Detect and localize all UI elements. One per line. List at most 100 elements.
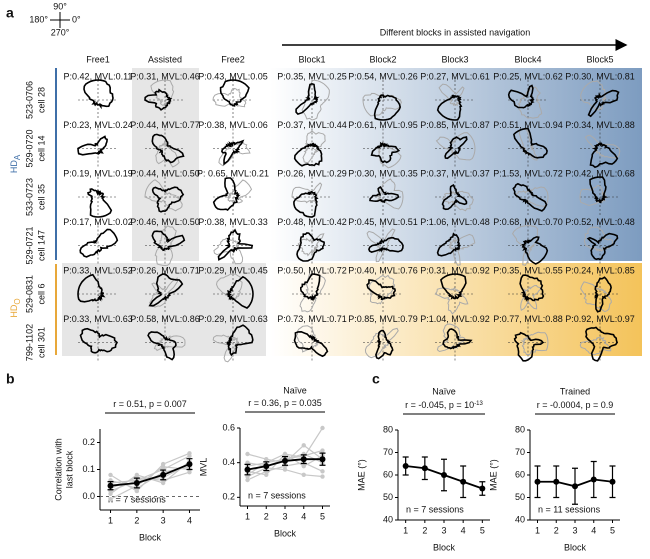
polar-reference [583, 226, 614, 252]
polar-plot [441, 184, 468, 211]
polar-plot [226, 324, 254, 357]
annotation: r = -0.0004, p = 0.9 [537, 400, 614, 410]
compass-label: 0° [72, 14, 81, 24]
y-axis-label: MAE (°) [488, 459, 498, 491]
session-point [301, 443, 306, 448]
polar-plot [295, 82, 320, 116]
polar-plot [79, 327, 119, 354]
mean-point [160, 471, 167, 478]
polar-reference [291, 182, 323, 204]
row-id: 523-0706 [24, 81, 34, 119]
polar-plot [507, 84, 535, 109]
y-tick-label: 70 [515, 447, 525, 457]
compass-label: 90° [53, 1, 67, 11]
y-tick-label: 0.1 [82, 464, 95, 474]
polar-plot [589, 141, 619, 169]
y-axis-label: Correlation with [53, 438, 63, 501]
annotation-text: r = -0.045, p = 10 [405, 400, 474, 410]
cell-stat: P:0.30, MVL:0.35 [348, 168, 418, 178]
polar-plot [293, 142, 323, 167]
session-point [301, 472, 306, 477]
mean-point [402, 463, 409, 469]
mean-point [590, 476, 597, 483]
cell-stat: P:0.77, MVL:0.88 [493, 314, 563, 324]
polar-plot [212, 177, 241, 211]
mean-point [300, 456, 307, 463]
session-point [108, 491, 113, 496]
cell-stat: P:0.29, MVL:0.63 [198, 314, 268, 324]
mean-line [110, 463, 190, 487]
polar-plot [593, 276, 612, 313]
x-axis-label: Block [433, 542, 456, 552]
polar-plot [144, 88, 173, 111]
cell-stat: P:0.19, MVL:0.19 [63, 168, 133, 178]
mean-point [572, 483, 578, 490]
column-header: Free2 [221, 54, 245, 64]
y-axis-label: MAE (°) [356, 459, 366, 491]
session-point [160, 464, 166, 469]
annotation-text: r = -0.0004, p = 0.9 [537, 400, 614, 410]
polar-reference [302, 130, 326, 164]
x-tick-label: 3 [161, 515, 166, 525]
y-axis-label: MVL [198, 458, 208, 477]
polar-reference [434, 287, 469, 315]
mean-point [186, 461, 193, 468]
x-tick-label: 3 [441, 525, 446, 535]
cell-stat: P:0.38, MVL:0.06 [198, 120, 268, 130]
y-tick-label: 80 [515, 424, 525, 434]
polar-plot [444, 136, 468, 160]
assisted-background [132, 68, 199, 261]
column-header: Block4 [514, 54, 541, 64]
arrow-label: Different blocks in assisted navigation [380, 27, 530, 37]
mean-point [609, 478, 616, 485]
cell-stat: P:0.85, MVL:0.79 [348, 314, 418, 324]
row-cell: cell 35 [36, 184, 46, 210]
polar-plot [521, 236, 549, 265]
x-tick-label: 1 [535, 525, 540, 535]
mean-point [107, 482, 114, 489]
polar-plot [586, 232, 619, 261]
polar-plot [77, 135, 108, 156]
polar-plot [439, 273, 467, 300]
polar-reference [212, 334, 240, 363]
cell-stat: P:0.44, MVL:0.77 [130, 120, 200, 130]
x-axis-label: Block [564, 542, 587, 552]
column-header: Assisted [148, 54, 182, 64]
cell-stat: P:0.46, MVL:0.50 [130, 217, 200, 227]
session-point [134, 488, 140, 494]
x-tick-label: 5 [320, 511, 325, 521]
polar-plot [151, 186, 185, 213]
mean-point [534, 478, 541, 485]
session-point [264, 472, 269, 477]
polar-plot [217, 228, 254, 261]
polar-plot [436, 94, 463, 121]
compass-label: 270° [51, 27, 70, 37]
note: n = 7 sessions [248, 490, 306, 500]
x-tick-label: 3 [572, 525, 577, 535]
polar-reference [155, 141, 180, 168]
polar-reference [520, 331, 549, 356]
y-tick-label: 50 [515, 492, 525, 502]
polar-plot [369, 186, 400, 204]
group-label: HDO [9, 298, 22, 317]
row-cell: cell 14 [36, 135, 46, 161]
row-id: 529-0720 [24, 129, 34, 167]
session-point [320, 474, 325, 479]
polar-plot [436, 232, 461, 257]
group-sub: A [13, 154, 22, 160]
polar-plot [221, 139, 245, 166]
polar-plot [296, 232, 325, 262]
cell-stat: P:0.33, MVL:0.52 [63, 265, 133, 275]
free-background [62, 263, 266, 356]
cell-stat: P:1.06, MVL:0.48 [420, 217, 490, 227]
cell-stat: P:0.44, MVL:0.50 [130, 168, 200, 178]
x-axis-label: Block [139, 532, 162, 542]
polar-plot [219, 79, 250, 107]
x-tick-label: 3 [282, 511, 287, 521]
cell-stat: P:0.52, MVL:0.48 [565, 217, 635, 227]
x-axis-label: Block [274, 528, 297, 538]
polar-plot [513, 127, 548, 159]
session-point [245, 477, 250, 483]
group-name: HD [9, 304, 19, 317]
